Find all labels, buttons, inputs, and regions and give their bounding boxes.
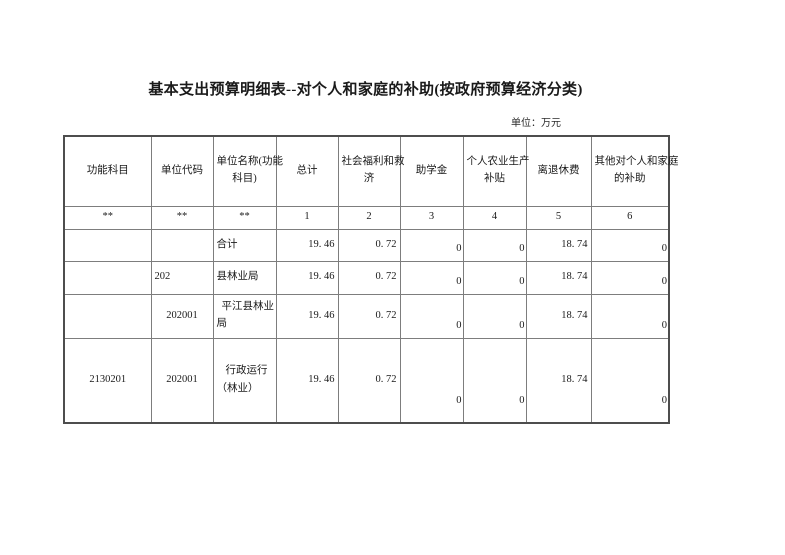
cell-other-subsidy: 0 [590, 228, 670, 262]
colcode-unit-name: ** [212, 205, 277, 230]
cell-retirement: 18. 74 [525, 228, 592, 262]
column-code-row: ** ** ** 1 2 3 4 5 6 [63, 205, 670, 230]
cell-total: 19. 46 [275, 260, 339, 295]
header-total: 总计 [275, 135, 339, 207]
cell-social-welfare: 0. 72 [337, 260, 401, 295]
colcode-unit-code: ** [150, 205, 214, 230]
cell-unit-name: 行政运行 （林业） [212, 337, 277, 424]
colcode-total: 1 [275, 205, 339, 230]
cell-other-subsidy: 0 [590, 260, 670, 295]
cell-social-welfare: 0. 72 [337, 293, 401, 339]
colcode-scholarship: 3 [399, 205, 464, 230]
colcode-agri-subsidy: 4 [462, 205, 527, 230]
cell-social-welfare: 0. 72 [337, 337, 401, 424]
table-row-bureau: 202 县林业局 19. 46 0. 72 0 0 18. 74 0 [63, 260, 670, 295]
header-func-subject: 功能科目 [63, 135, 152, 207]
cell-agri-subsidy: 0 [462, 260, 527, 295]
cell-func-code [63, 260, 152, 295]
colcode-other-subsidy: 6 [590, 205, 670, 230]
colcode-social-welfare: 2 [337, 205, 401, 230]
table-row-admin-operation: 2130201 202001 行政运行 （林业） 19. 46 0. 72 0 … [63, 337, 670, 424]
unit-label: 单位：万元 [511, 118, 561, 129]
cell-retirement: 18. 74 [525, 260, 592, 295]
header-other-subsidy: 其他对个人和家庭 的补助 [590, 135, 679, 207]
cell-agri-subsidy: 0 [462, 293, 527, 339]
cell-scholarship: 0 [399, 228, 464, 262]
cell-scholarship: 0 [399, 260, 464, 295]
cell-other-subsidy: 0 [590, 337, 670, 424]
cell-func-code [63, 293, 152, 339]
table-row-total: 合计 19. 46 0. 72 0 0 18. 74 0 [63, 228, 670, 262]
colcode-retirement: 5 [525, 205, 592, 230]
cell-unit-name: 合计 [212, 228, 277, 262]
colcode-func-subject: ** [63, 205, 152, 230]
cell-scholarship: 0 [399, 293, 464, 339]
cell-scholarship: 0 [399, 337, 464, 424]
header-unit-code: 单位代码 [150, 135, 214, 207]
cell-other-subsidy: 0 [590, 293, 670, 339]
header-unit-name: 单位名称(功能 科目) [212, 135, 283, 207]
cell-retirement: 18. 74 [525, 337, 592, 424]
cell-total: 19. 46 [275, 293, 339, 339]
table-row-county-bureau: 202001 平江县林业 局 19. 46 0. 72 0 0 18. 74 0 [63, 293, 670, 339]
header-social-welfare: 社会福利和救 济 [337, 135, 405, 207]
cell-unit-code: 202001 [150, 337, 214, 424]
cell-agri-subsidy: 0 [462, 228, 527, 262]
cell-unit-code [150, 228, 214, 262]
cell-unit-code: 202 [150, 260, 214, 295]
cell-func-code: 2130201 [63, 337, 152, 424]
cell-retirement: 18. 74 [525, 293, 592, 339]
header-retirement: 离退休费 [525, 135, 592, 207]
cell-total: 19. 46 [275, 228, 339, 262]
cell-unit-name: 平江县林业 局 [212, 293, 277, 339]
cell-social-welfare: 0. 72 [337, 228, 401, 262]
header-agri-subsidy: 个人农业生产 补贴 [462, 135, 530, 207]
budget-table: 功能科目 单位代码 单位名称(功能 科目) 总计 社会福利和救 济 助学金 个人… [63, 135, 679, 424]
cell-total: 19. 46 [275, 337, 339, 424]
cell-unit-code: 202001 [150, 293, 214, 339]
table-header-row: 功能科目 单位代码 单位名称(功能 科目) 总计 社会福利和救 济 助学金 个人… [63, 135, 679, 207]
cell-agri-subsidy: 0 [462, 337, 527, 424]
header-scholarship: 助学金 [399, 135, 464, 207]
cell-unit-name: 县林业局 [212, 260, 277, 295]
cell-func-code [63, 228, 152, 262]
page-title: 基本支出预算明细表--对个人和家庭的补助(按政府预算经济分类) [148, 82, 583, 98]
